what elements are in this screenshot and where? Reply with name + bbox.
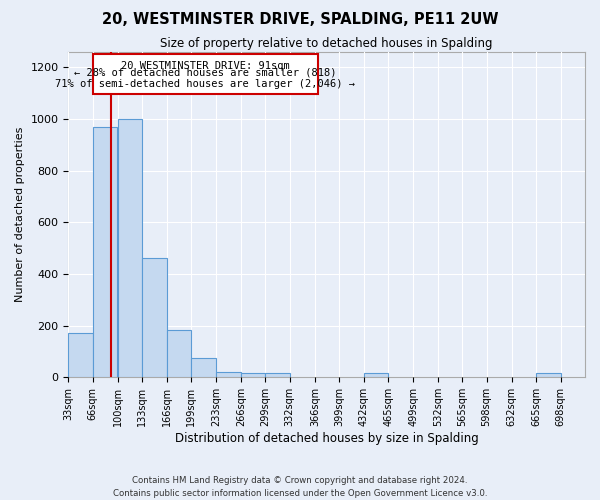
- Bar: [536, 374, 560, 378]
- Bar: [68, 334, 93, 378]
- Bar: [93, 127, 117, 378]
- Text: ← 28% of detached houses are smaller (818): ← 28% of detached houses are smaller (81…: [74, 68, 337, 78]
- Bar: [93, 54, 318, 94]
- Bar: [167, 330, 191, 378]
- Bar: [118, 119, 142, 378]
- Bar: [241, 372, 265, 378]
- Bar: [217, 372, 241, 378]
- X-axis label: Distribution of detached houses by size in Spalding: Distribution of detached houses by size …: [175, 432, 479, 445]
- Text: Contains HM Land Registry data © Crown copyright and database right 2024.
Contai: Contains HM Land Registry data © Crown c…: [113, 476, 487, 498]
- Bar: [142, 258, 167, 378]
- Bar: [265, 372, 290, 378]
- Title: Size of property relative to detached houses in Spalding: Size of property relative to detached ho…: [160, 38, 493, 51]
- Text: 71% of semi-detached houses are larger (2,046) →: 71% of semi-detached houses are larger (…: [55, 79, 355, 89]
- Bar: [191, 358, 215, 378]
- Y-axis label: Number of detached properties: Number of detached properties: [15, 127, 25, 302]
- Text: 20 WESTMINSTER DRIVE: 91sqm: 20 WESTMINSTER DRIVE: 91sqm: [121, 60, 290, 70]
- Text: 20, WESTMINSTER DRIVE, SPALDING, PE11 2UW: 20, WESTMINSTER DRIVE, SPALDING, PE11 2U…: [102, 12, 498, 28]
- Bar: [364, 374, 388, 378]
